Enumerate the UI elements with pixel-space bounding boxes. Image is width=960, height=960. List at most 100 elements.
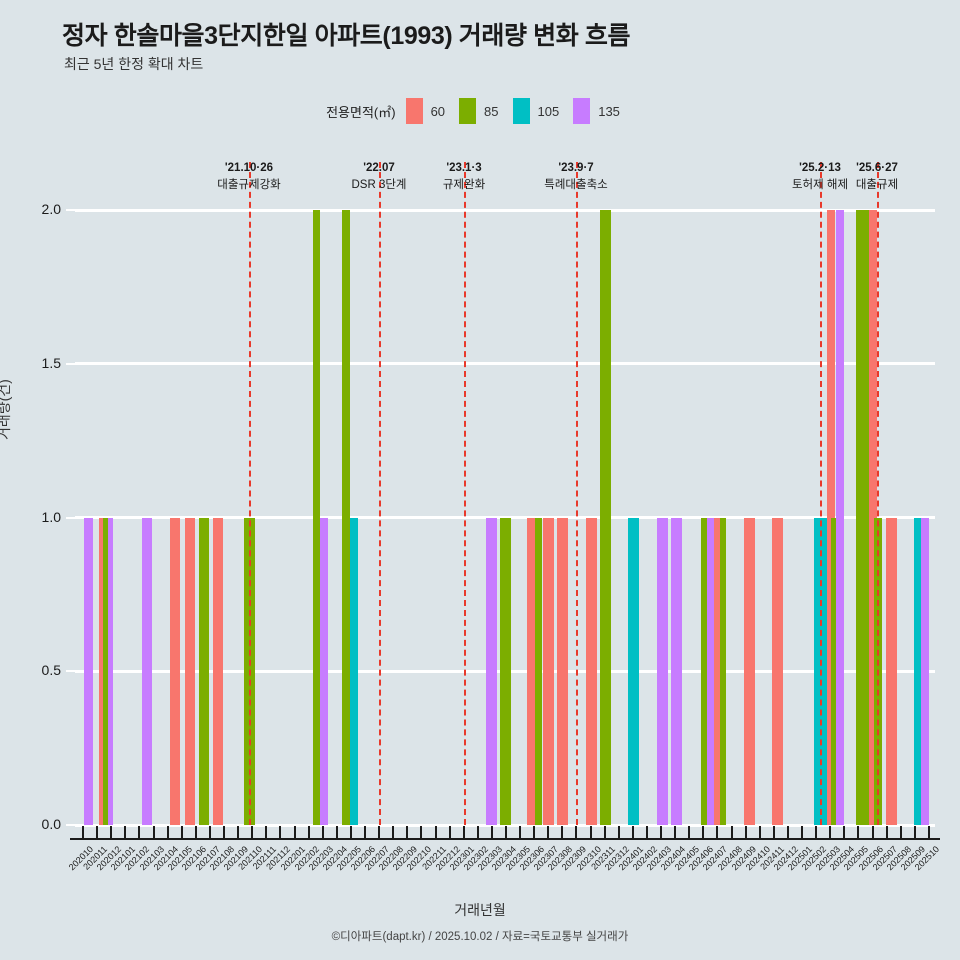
event-annotation-date: '23.9·7 bbox=[558, 162, 594, 174]
legend-item-105[interactable]: 105 bbox=[512, 98, 560, 124]
bar[interactable] bbox=[486, 517, 497, 825]
bar[interactable] bbox=[527, 517, 535, 825]
event-annotation-date: '25.6·27 bbox=[856, 162, 898, 174]
event-marker-line bbox=[464, 162, 466, 825]
event-annotation: '22.07 DSR 3단계 bbox=[294, 160, 464, 193]
bar[interactable] bbox=[921, 517, 929, 825]
page-title: 정자 한솔마을3단지한일 아파트(1993) 거래량 변화 흐름 bbox=[62, 22, 631, 50]
plot-area bbox=[75, 162, 935, 827]
bar[interactable] bbox=[342, 210, 350, 825]
x-tick-mark bbox=[448, 826, 451, 838]
legend-item-label: 105 bbox=[537, 103, 560, 119]
event-annotation: '21.10·26 대출규제강화 bbox=[164, 160, 334, 193]
bar[interactable] bbox=[869, 210, 877, 825]
bar[interactable] bbox=[500, 517, 511, 825]
legend-item-label: 60 bbox=[430, 103, 446, 119]
bar[interactable] bbox=[856, 210, 869, 825]
bar[interactable] bbox=[543, 517, 554, 825]
legend-title: 전용면적(㎡) bbox=[326, 104, 396, 120]
legend-item-label: 85 bbox=[484, 103, 499, 119]
legend-item-135[interactable]: 135 bbox=[573, 98, 620, 124]
x-tick-mark bbox=[899, 826, 902, 838]
legend-swatch-icon bbox=[405, 98, 423, 124]
bar[interactable] bbox=[99, 517, 104, 825]
bar[interactable] bbox=[320, 517, 328, 825]
bar[interactable] bbox=[350, 517, 358, 825]
x-tick-mark bbox=[519, 826, 522, 838]
x-tick-mark bbox=[110, 826, 113, 838]
x-tick-mark bbox=[152, 826, 155, 838]
bar[interactable] bbox=[108, 517, 113, 825]
x-tick-mark bbox=[223, 826, 226, 838]
x-tick-mark bbox=[166, 826, 169, 838]
x-tick-mark bbox=[82, 826, 85, 838]
x-tick-mark bbox=[124, 826, 127, 838]
x-tick-mark bbox=[575, 826, 578, 838]
bar[interactable] bbox=[914, 517, 922, 825]
bar[interactable] bbox=[720, 517, 726, 825]
event-annotation-text: DSR 3단계 bbox=[351, 178, 407, 191]
x-axis-line bbox=[70, 838, 940, 840]
bar[interactable] bbox=[535, 517, 542, 825]
event-annotation-date: '23.1·3 bbox=[446, 162, 482, 174]
y-tick-label: 0.5 bbox=[41, 662, 61, 679]
event-marker-line bbox=[576, 162, 578, 825]
legend-item-85[interactable]: 85 bbox=[459, 98, 499, 124]
bar[interactable] bbox=[886, 517, 897, 825]
x-tick-mark bbox=[801, 826, 804, 838]
x-tick-mark bbox=[688, 826, 691, 838]
x-tick-mark bbox=[293, 826, 296, 838]
y-tick-mark bbox=[66, 209, 75, 211]
bar[interactable] bbox=[199, 517, 209, 825]
x-tick-mark bbox=[772, 826, 775, 838]
bar[interactable] bbox=[170, 517, 180, 825]
event-annotation-text: 대출규제 bbox=[855, 178, 899, 191]
bar[interactable] bbox=[557, 517, 568, 825]
bar[interactable] bbox=[744, 517, 755, 825]
x-tick-mark bbox=[490, 826, 493, 838]
x-tick-mark bbox=[660, 826, 663, 838]
event-annotation-text: 규제완화 bbox=[442, 178, 486, 191]
x-tick-mark bbox=[758, 826, 761, 838]
bar[interactable] bbox=[142, 517, 152, 825]
bar[interactable] bbox=[671, 517, 682, 825]
event-annotation-text: 토허제 해제 bbox=[791, 178, 849, 191]
y-axis-label: 거래량(건) bbox=[0, 379, 12, 440]
x-tick-mark bbox=[505, 826, 507, 838]
y-tick-label: 1.5 bbox=[41, 354, 61, 371]
bar[interactable] bbox=[103, 517, 108, 825]
x-tick-mark bbox=[321, 826, 324, 838]
x-tick-mark bbox=[871, 826, 874, 838]
bar[interactable] bbox=[836, 210, 844, 825]
x-tick-mark bbox=[349, 826, 352, 838]
x-tick-mark bbox=[476, 826, 479, 838]
legend-swatch-icon bbox=[512, 98, 530, 124]
x-tick-mark bbox=[434, 826, 437, 838]
x-tick-mark bbox=[843, 826, 846, 838]
bar[interactable] bbox=[628, 517, 639, 825]
bar[interactable] bbox=[586, 517, 597, 825]
bar[interactable] bbox=[831, 517, 837, 825]
bar[interactable] bbox=[185, 517, 195, 825]
y-tick-mark bbox=[66, 516, 75, 519]
bar[interactable] bbox=[84, 517, 93, 825]
x-tick-mark bbox=[645, 826, 648, 838]
bar[interactable] bbox=[313, 210, 320, 825]
x-tick-mark bbox=[307, 826, 310, 838]
bar[interactable] bbox=[600, 210, 611, 825]
x-tick-mark bbox=[815, 826, 818, 838]
x-axis-label: 거래년월 bbox=[454, 902, 506, 918]
bar[interactable] bbox=[707, 517, 714, 825]
event-annotation-date: '22.07 bbox=[363, 162, 395, 174]
bar[interactable] bbox=[213, 517, 223, 825]
bar[interactable] bbox=[772, 517, 783, 825]
legend-item-60[interactable]: 60 bbox=[405, 98, 446, 124]
bar[interactable] bbox=[657, 517, 668, 825]
bar[interactable] bbox=[714, 517, 720, 825]
x-tick-mark bbox=[180, 826, 183, 838]
x-tick-mark bbox=[702, 826, 705, 838]
bar[interactable] bbox=[701, 517, 707, 825]
y-tick-label: 1.0 bbox=[41, 508, 61, 525]
x-tick-mark bbox=[237, 826, 240, 838]
event-marker-line bbox=[249, 162, 251, 825]
